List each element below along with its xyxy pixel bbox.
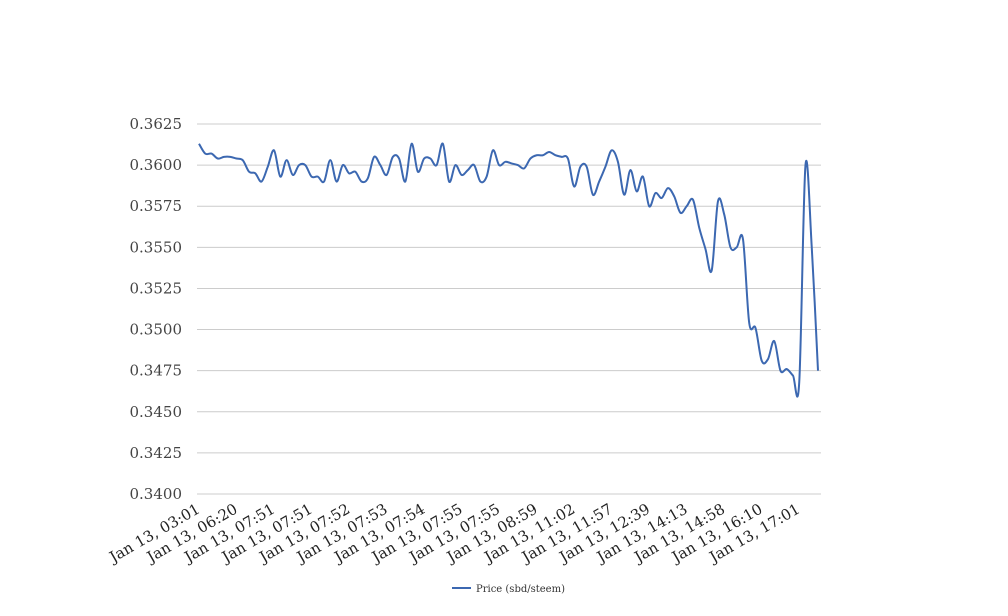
gridlines bbox=[197, 123, 821, 495]
series-layer bbox=[198, 142, 819, 398]
y-tick-label: 0.3625 bbox=[130, 115, 183, 133]
y-axis-ticks: 0.3400 0.3425 0.3450 0.3475 0.3500 0.3525 0.35… bbox=[130, 115, 183, 503]
y-tick-label: 0.3500 bbox=[130, 321, 183, 339]
y-tick-label: 0.3400 bbox=[130, 485, 183, 503]
y-tick-label: 0.3450 bbox=[130, 403, 183, 421]
y-tick-label: 0.3600 bbox=[130, 156, 183, 174]
legend: Price (sbd/steem) bbox=[452, 584, 565, 595]
y-tick-label: 0.3575 bbox=[130, 197, 183, 215]
y-tick-label: 0.3425 bbox=[130, 444, 183, 462]
series-line bbox=[198, 142, 819, 398]
y-tick-label: 0.3550 bbox=[130, 238, 183, 256]
y-tick-label: 0.3525 bbox=[130, 279, 183, 297]
y-tick-label: 0.3475 bbox=[130, 362, 183, 380]
legend-label: Price (sbd/steem) bbox=[476, 584, 565, 595]
